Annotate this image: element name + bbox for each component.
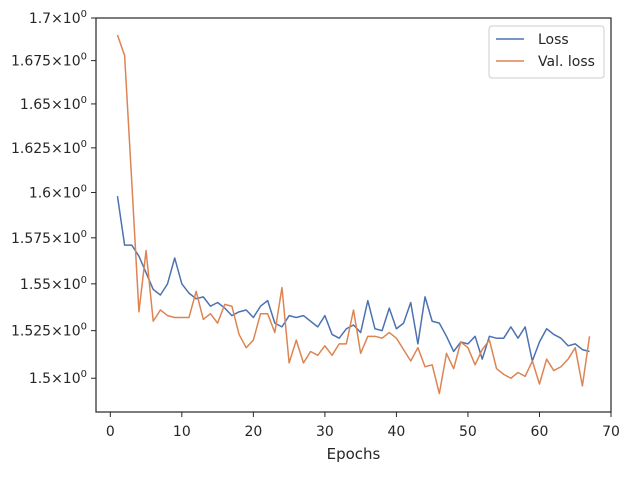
y-tick-exponent: 0 [81, 139, 87, 150]
y-tick-exponent: 0 [81, 369, 87, 380]
x-axis-label: Epochs [327, 445, 381, 463]
series-line-loss [116, 195, 590, 362]
y-tick-label: 1.525×100 [11, 322, 87, 340]
legend-label-val-loss: Val. loss [538, 54, 595, 70]
x-tick-label: 40 [388, 424, 406, 440]
plot-area [95, 17, 612, 413]
y-tick-label: 1.6×100 [29, 183, 87, 201]
y-tick-exponent: 0 [81, 275, 87, 286]
x-tick-label: 0 [106, 424, 115, 440]
y-tick-label: 1.5×100 [29, 369, 87, 387]
series-layer [116, 34, 591, 395]
y-tick-label: 1.55×100 [20, 275, 87, 293]
x-tick-label: 30 [316, 424, 334, 440]
x-tick-label: 20 [244, 424, 262, 440]
y-axis: 1.5×100 1.525×100 1.55×100 1.575×100 1.6×100… [11, 9, 96, 387]
series-line-val-loss [116, 34, 591, 395]
y-tick-label: 1.575×100 [11, 229, 87, 247]
legend-label-loss: Loss [538, 32, 569, 48]
x-tick-label: 70 [602, 424, 620, 440]
y-tick-exponent: 0 [81, 183, 87, 194]
y-tick-label: 1.7×100 [29, 9, 87, 27]
y-tick-exponent: 0 [81, 229, 87, 240]
x-tick-label: 50 [459, 424, 477, 440]
legend: Loss Val. loss [488, 25, 605, 79]
y-tick-exponent: 0 [81, 95, 87, 106]
plot-frame [95, 17, 612, 413]
x-axis: 0 10 20 30 40 50 60 70 [106, 412, 620, 440]
y-tick-exponent: 0 [81, 322, 87, 333]
y-tick-exponent: 0 [81, 52, 87, 63]
y-tick-label: 1.675×100 [11, 52, 87, 70]
x-tick-label: 60 [531, 424, 549, 440]
y-tick-label: 1.65×100 [20, 95, 87, 113]
y-tick-exponent: 0 [81, 9, 87, 20]
x-tick-label: 10 [173, 424, 191, 440]
y-tick-label: 1.625×100 [11, 139, 87, 157]
